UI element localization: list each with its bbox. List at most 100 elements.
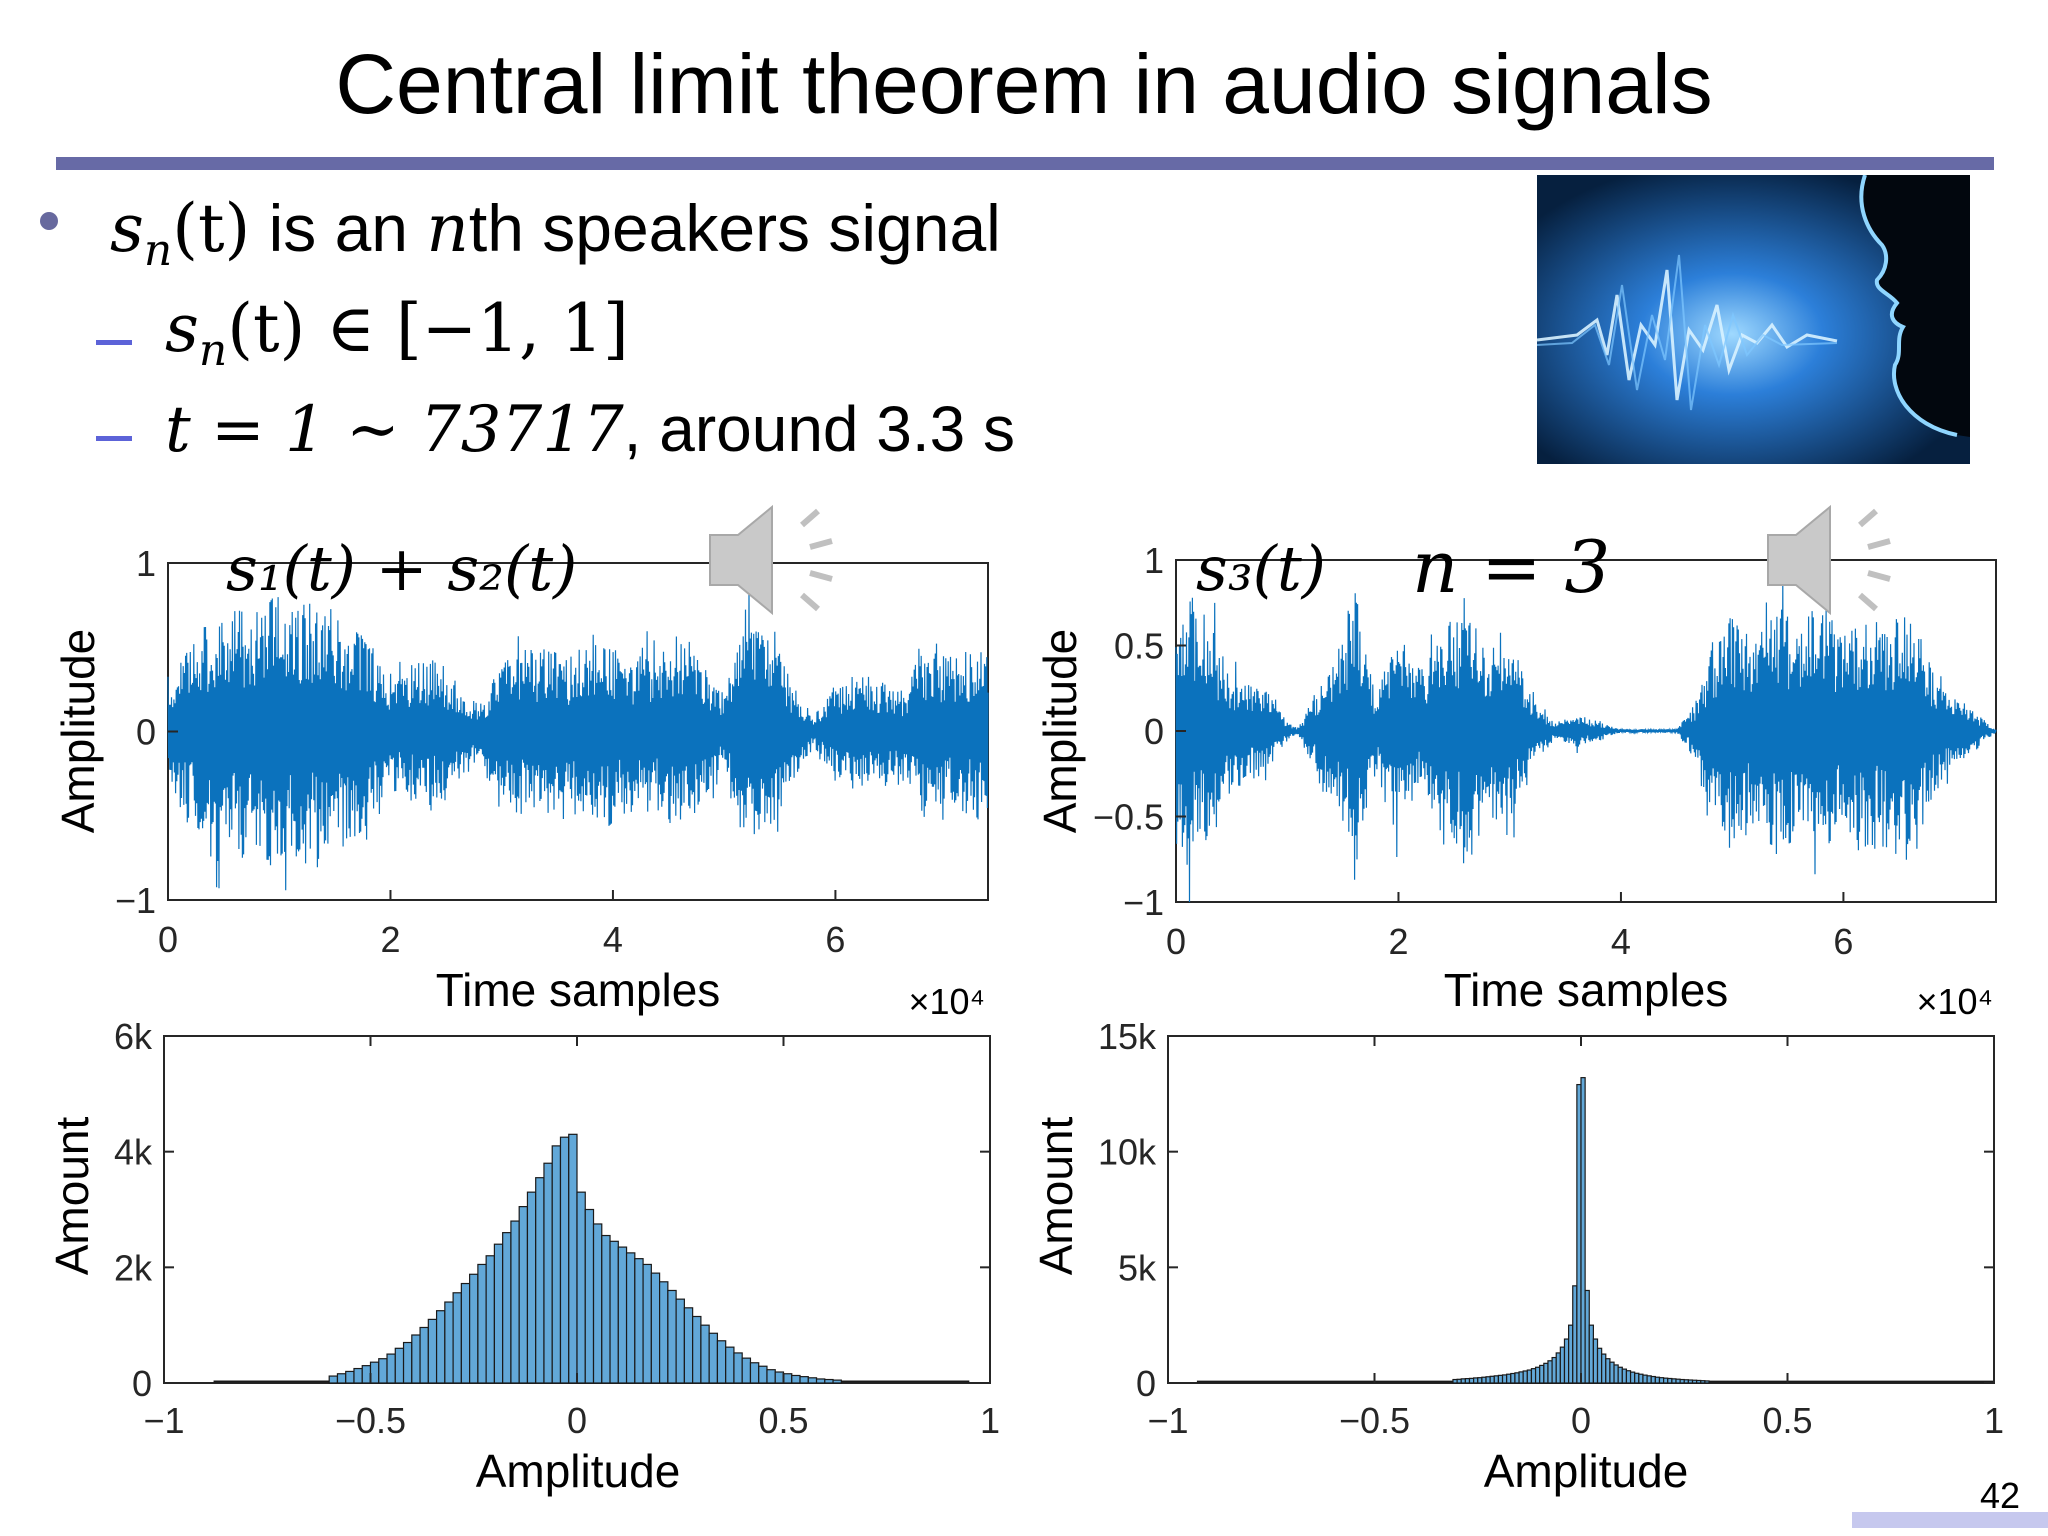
histogram-bar (1477, 1377, 1483, 1384)
histogram-bar (543, 1162, 553, 1384)
y-tick-label: 6k (114, 1016, 153, 1057)
bullet-dot (40, 212, 58, 230)
histogram-bar (469, 1273, 479, 1384)
x-tick-label: 0 (158, 919, 178, 960)
histogram-bar (692, 1315, 702, 1384)
histogram-bar (1642, 1374, 1648, 1384)
histogram-bar (1658, 1377, 1665, 1384)
histogram-bar (1683, 1379, 1689, 1384)
histogram-bar (1629, 1371, 1636, 1384)
waveform-right-xlabel: Time samples (1444, 964, 1729, 1016)
histogram-bar (444, 1301, 454, 1384)
histogram-bar (733, 1352, 743, 1384)
histogram-bar (1497, 1374, 1504, 1384)
histogram-bar (700, 1324, 710, 1384)
histogram-left-xlabel: Amplitude (476, 1445, 681, 1497)
sub-bullet-dash (96, 340, 132, 345)
histogram-bar (336, 1373, 347, 1384)
histogram-bar (452, 1292, 462, 1384)
histogram-right-xlabel: Amplitude (1484, 1445, 1689, 1497)
histogram-bar (1675, 1378, 1681, 1384)
histogram-bar (658, 1281, 669, 1384)
histogram-bar (1592, 1338, 1599, 1384)
sub-bullet-dash (96, 436, 132, 441)
histogram-bar (832, 1379, 842, 1384)
x-tick-label: −0.5 (335, 1400, 406, 1441)
histogram-bar (1634, 1372, 1640, 1384)
bullet-1-math: s (110, 190, 144, 267)
histogram-bar (1539, 1364, 1545, 1384)
x-tick-label: −1 (1147, 1400, 1188, 1441)
y-tick-label: 2k (114, 1247, 153, 1288)
histogram-bar (716, 1340, 727, 1384)
histogram-bar (378, 1358, 388, 1384)
histogram-bar (435, 1310, 446, 1384)
x-tick-label: 0 (567, 1400, 587, 1441)
histogram-bar (1534, 1366, 1541, 1384)
histogram-bar (1625, 1370, 1632, 1384)
y-tick-label: 0 (1136, 1363, 1156, 1404)
speaker-sound-icon[interactable] (709, 504, 833, 616)
histogram-bar (1460, 1378, 1466, 1384)
histogram-bar (1584, 1289, 1590, 1384)
histogram-bar (1667, 1377, 1673, 1384)
histogram-bar (1456, 1378, 1462, 1384)
histogram-bar (1638, 1373, 1644, 1384)
histogram-bar (1506, 1373, 1512, 1384)
histogram-bar (353, 1367, 363, 1384)
histogram-bar (708, 1332, 719, 1384)
histogram-bar (535, 1177, 545, 1384)
histogram-bar (807, 1377, 818, 1384)
histogram-bar (824, 1378, 834, 1384)
histogram-bar (1621, 1368, 1628, 1384)
histogram-bar (675, 1298, 685, 1384)
histogram-bar (1568, 1324, 1574, 1384)
histogram-bar (1518, 1371, 1524, 1384)
histogram-bar (1501, 1374, 1508, 1384)
histogram-bar (485, 1255, 496, 1384)
x-tick-label: 0.5 (758, 1400, 808, 1441)
x-tick-label: 1 (1984, 1400, 2004, 1441)
histogram-bar (1596, 1347, 1603, 1384)
waveform-trace (1175, 580, 1997, 903)
x-tick-label: −1 (143, 1400, 184, 1441)
y-tick-label: 0 (132, 1363, 152, 1404)
waveform-trace (167, 585, 989, 891)
x-tick-label: 6 (825, 919, 845, 960)
y-tick-label: 1 (1144, 540, 1164, 581)
bullet-1-paren: (t) (172, 190, 251, 267)
footer-accent-bar (1852, 1512, 2048, 1528)
waveform-left-ylabel: Amplitude (52, 629, 104, 834)
histogram-bar (1464, 1378, 1471, 1384)
histogram-bar (650, 1272, 661, 1384)
n-label: n = 3 (1412, 525, 1610, 609)
histogram-bar (1700, 1380, 1706, 1384)
y-tick-label: 4k (114, 1132, 153, 1173)
x-tick-label: 6 (1833, 921, 1853, 962)
histogram-bar (1671, 1378, 1677, 1384)
x-tick-label: −0.5 (1339, 1400, 1410, 1441)
histogram-bar (1646, 1375, 1652, 1384)
histogram-bar (1530, 1368, 1537, 1384)
histogram-bar (1468, 1377, 1475, 1384)
histogram-bar (460, 1282, 471, 1384)
speaker-sound-icon[interactable] (1767, 504, 1891, 616)
histogram-bar (1605, 1358, 1611, 1384)
histogram-bar (1662, 1377, 1669, 1384)
histogram-bar (427, 1318, 438, 1384)
histogram-bar (642, 1263, 652, 1384)
histogram-bar (1691, 1379, 1698, 1384)
histogram-bar (1452, 1378, 1458, 1384)
histogram-bar (1609, 1361, 1615, 1384)
histogram-bar (1489, 1375, 1495, 1384)
y-tick-label: 10k (1098, 1132, 1157, 1173)
histogram-bar (815, 1378, 826, 1384)
x-tick-label: 0 (1166, 921, 1186, 962)
x-tick-label: 0 (1571, 1400, 1591, 1441)
histogram-bar (559, 1136, 570, 1384)
histogram-bar (1704, 1380, 1710, 1384)
histogram-bar (411, 1334, 421, 1384)
histogram-bar (725, 1346, 735, 1384)
histogram-bar (369, 1361, 380, 1384)
bullet-1: sn(t) is an nth speakers signal (110, 190, 1001, 276)
